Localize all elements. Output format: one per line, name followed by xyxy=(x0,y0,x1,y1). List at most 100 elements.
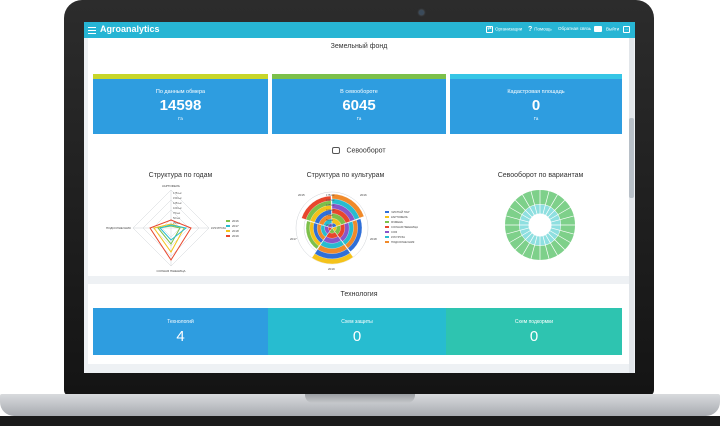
legend-swatch xyxy=(385,211,389,213)
help-label: Помощь xyxy=(534,26,552,32)
card-accent-bar xyxy=(450,74,622,79)
axis-label: СОЛНАЯ ПШЕНИЦА xyxy=(157,269,186,273)
tick-label: 125тыс xyxy=(326,203,335,207)
sunburst-divider xyxy=(545,234,558,256)
legend-swatch xyxy=(385,221,389,223)
land-fund-panel: Земельный фонд По данным обмера 14598 Га… xyxy=(88,38,630,144)
year-label: 2015 xyxy=(298,193,305,197)
stat-unit: Га xyxy=(178,116,183,121)
app-brand[interactable]: Agroanalytics xyxy=(100,24,160,34)
rotation-header: Севооборот xyxy=(88,147,630,154)
legend-label: ЯЧМЕНЬ xyxy=(391,220,403,224)
legend-label: 2017 xyxy=(232,224,239,228)
technology-panel: Технология Технологий 4 Схем защиты 0 Сх… xyxy=(88,284,630,364)
tick-label: 175тыс xyxy=(326,193,335,197)
legend-swatch xyxy=(385,236,389,238)
radar-grid xyxy=(132,189,210,267)
technology-title: Технология xyxy=(340,291,378,298)
tech-value: 0 xyxy=(529,328,539,345)
year-label: 2016 xyxy=(360,193,367,197)
polar-wedges xyxy=(301,193,365,265)
legend-swatch xyxy=(385,241,389,243)
tech-card-fertilizing[interactable]: Схем подкормки 0 xyxy=(446,308,622,355)
legend-swatch xyxy=(226,235,230,237)
stat-unit: Га xyxy=(533,116,539,121)
tech-label: Схем защиты xyxy=(341,319,373,325)
tick-label: 100тыс xyxy=(173,206,182,210)
card-accent-bar xyxy=(93,74,268,79)
sunburst-divider xyxy=(522,194,535,216)
sunburst-divider xyxy=(545,194,558,216)
chat-icon xyxy=(594,26,603,32)
year-label: 2019 xyxy=(328,267,335,271)
polar-wedge xyxy=(331,226,337,232)
stat-unit: Га xyxy=(356,116,362,121)
stat-value: 14598 xyxy=(159,97,202,114)
rotation-panel: Севооборот Структура по годам 175тыс 150… xyxy=(88,134,630,276)
sunburst-divider xyxy=(509,207,531,220)
sunburst-divider xyxy=(509,230,531,243)
laptop-base-shadow xyxy=(0,416,720,426)
stat-label: Кадастровая площадь xyxy=(507,89,565,95)
tick-label: 25тыс xyxy=(326,223,334,227)
legend-label: 2018 xyxy=(232,229,239,233)
sunburst-chart-by-variants xyxy=(505,190,575,260)
year-label: 2017 xyxy=(290,237,297,241)
tech-card-technologies[interactable]: Технологий 4 xyxy=(93,308,268,355)
sunburst-divider xyxy=(549,207,571,220)
tick-label: 75тыс xyxy=(173,211,181,215)
sunburst-divider xyxy=(550,215,574,223)
sunburst-divider xyxy=(530,191,538,215)
polar-wedge xyxy=(327,223,333,229)
chart-by-crops-title: Структура по культурам xyxy=(306,172,385,179)
feedback-button[interactable]: Обратная связь xyxy=(558,26,603,32)
radar-chart-by-years: 175тыс 150тыс 125тыс 100тыс 75тыс 50тыс … xyxy=(106,184,239,273)
tech-card-protection[interactable]: Схем защиты 0 xyxy=(268,308,446,355)
sunburst-divider xyxy=(530,235,538,259)
tick-label: 150тыс xyxy=(173,196,182,200)
sunburst-divider xyxy=(515,232,533,250)
axis-label: ПОДСОЛНЕЧНИК xyxy=(106,226,131,230)
tech-value: 0 xyxy=(352,328,362,345)
sunburst-divider xyxy=(506,227,530,235)
polar-ticks: 175тыс 150тыс 125тыс 100тыс 75тыс 50тыс … xyxy=(326,193,335,227)
scrollbar-thumb[interactable] xyxy=(629,118,634,198)
exit-label: Выйти xyxy=(606,26,620,32)
sunburst-divider xyxy=(549,230,571,243)
sunburst-divider xyxy=(550,227,574,235)
exit-icon: → xyxy=(622,26,630,33)
legend-label: 2016 xyxy=(232,219,239,223)
legend-label: ПОДСОЛНЕЧНИК xyxy=(391,240,415,244)
legend-label: КУКУРУЗА xyxy=(391,235,405,239)
legend-swatch xyxy=(385,226,389,228)
stat-card-cadastral[interactable]: Кадастровая площадь 0 Га xyxy=(450,74,622,134)
hamburger-icon[interactable] xyxy=(88,25,96,35)
stat-card-rotation[interactable]: В севообороте 6045 Га xyxy=(272,74,446,134)
polar-year-labels: 2015 2016 2017 2018 2019 xyxy=(290,193,377,271)
tick-label: 50тыс xyxy=(326,218,334,222)
page-scrollbar[interactable] xyxy=(629,38,634,373)
stat-card-measured[interactable]: По данным обмера 14598 Га xyxy=(93,74,268,134)
legend-swatch xyxy=(226,220,230,222)
exit-button[interactable]: Выйти → xyxy=(606,26,630,33)
tech-label: Схем подкормки xyxy=(514,319,554,325)
chart-by-years-title: Структура по годам xyxy=(148,172,213,179)
organization-button[interactable]: ⇄ Организации xyxy=(486,26,522,33)
rotation-title: Севооборот xyxy=(346,147,386,155)
legend-label: СОЛНАЯ ПШЕНИЦА xyxy=(391,225,418,229)
year-label: 2018 xyxy=(370,237,377,241)
legend-label: КАРТОФЕЛЬ xyxy=(391,215,408,219)
stat-label: По данным обмера xyxy=(155,89,206,95)
radar-series-2016 xyxy=(149,219,192,261)
tick-label: 75тыс xyxy=(326,213,334,217)
feedback-label: Обратная связь xyxy=(558,26,592,32)
tick-label: 50тыс xyxy=(173,216,181,220)
tick-label: 150тыс xyxy=(326,198,335,202)
radar-series-2019 xyxy=(159,224,188,241)
sunburst-divider xyxy=(547,232,565,250)
help-button[interactable]: ? Помощь xyxy=(528,26,552,33)
organization-label: Организации xyxy=(495,26,523,32)
legend-label: ЧИСТЫЙ ПАР xyxy=(391,210,410,214)
polar-wedge xyxy=(328,227,336,234)
tractor-icon xyxy=(332,147,341,154)
